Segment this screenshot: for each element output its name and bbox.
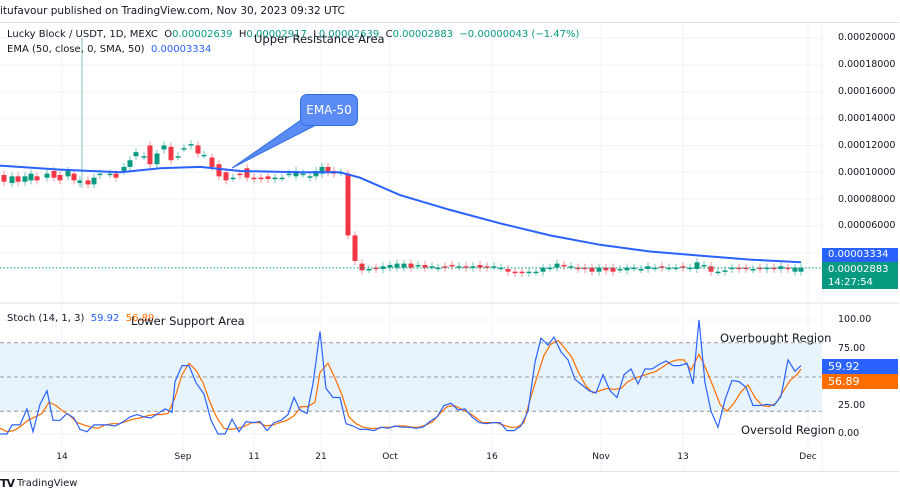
tradingview-logo-icon: TV <box>0 477 15 490</box>
candlesticks <box>1 140 804 278</box>
ema-50-callout: EMA-50 <box>300 94 358 126</box>
price-tick: 0.00016000 <box>838 86 896 97</box>
time-label: 11 <box>248 452 260 462</box>
symbol-name[interactable]: Lucky Block / USDT, 1D, MEXC <box>7 29 158 40</box>
time-label: 16 <box>486 452 498 462</box>
low-value: 0.00002639 <box>318 29 380 40</box>
time-label: Oct <box>382 452 398 462</box>
oversold-label: Oversold Region <box>741 423 836 437</box>
stoch-indicator-label[interactable]: Stoch (14, 1, 3) <box>7 313 85 324</box>
bar-countdown: 14:27:54 <box>828 277 873 288</box>
open-value: 0.00002639 <box>172 29 233 40</box>
ema-50-line <box>0 164 802 264</box>
stoch-d-value: 56.89 <box>125 313 155 324</box>
ema-value: 0.00003334 <box>150 44 212 55</box>
ema-price-tag: 0.00003334 <box>822 248 898 262</box>
grid-lines <box>0 23 822 469</box>
last-price-value: 0.00002883 <box>828 264 889 275</box>
price-tick: 0.00012000 <box>838 140 896 151</box>
price-tick: 0.00008000 <box>838 194 896 205</box>
stoch-tick: 0.00 <box>838 428 860 439</box>
chart-frame <box>0 22 899 472</box>
published-by-line: itufavour published on TradingView.com, … <box>0 5 345 17</box>
upper-resistance-label: Upper Resistance Area <box>254 32 385 46</box>
stoch-legend: Stoch (14, 1, 3) 59.92 56.89 <box>7 313 154 324</box>
time-label: 21 <box>315 452 327 462</box>
stoch-band <box>0 343 822 411</box>
footer: TV TradingView <box>0 477 77 490</box>
stoch-band-lines <box>0 342 822 412</box>
price-tick: 0.00014000 <box>838 113 896 124</box>
tradingview-brand[interactable]: TradingView <box>17 478 78 489</box>
time-label: 13 <box>677 452 689 462</box>
price-tick: 0.00010000 <box>838 167 896 178</box>
time-label: Nov <box>592 452 610 462</box>
price-tick: 0.00006000 <box>838 220 896 231</box>
time-label: Dec <box>799 452 817 462</box>
close-value: 0.00002883 <box>392 29 454 40</box>
symbol-legend: Lucky Block / USDT, 1D, MEXC O0.00002639… <box>7 29 580 40</box>
lower-support-label: Lower Support Area <box>131 314 245 328</box>
price-tick: 0.00018000 <box>838 59 896 70</box>
high-value: 0.00002917 <box>246 29 307 40</box>
stoch-k-value: 59.92 <box>90 313 120 324</box>
stoch-tick: 25.00 <box>838 400 866 411</box>
last-price-tag: 0.00002883 14:27:54 <box>822 262 898 289</box>
time-label: 14 <box>56 452 68 462</box>
change-value: −0.00000043 (−1.47%) <box>459 29 580 40</box>
ema-indicator-label[interactable]: EMA (50, close, 0, SMA, 50) <box>7 44 145 55</box>
stoch-k-line <box>0 319 802 435</box>
stoch-tick: 100.00 <box>838 314 872 325</box>
time-label: Sep <box>174 452 192 462</box>
ema-legend: EMA (50, close, 0, SMA, 50) 0.00003334 <box>7 44 211 55</box>
price-tick: 0.00020000 <box>838 32 896 43</box>
stoch-k-tag: 59.92 <box>822 359 898 374</box>
overbought-label: Overbought Region <box>720 331 832 345</box>
stoch-d-tag: 56.89 <box>822 374 898 389</box>
stoch-tick: 75.00 <box>838 343 866 354</box>
